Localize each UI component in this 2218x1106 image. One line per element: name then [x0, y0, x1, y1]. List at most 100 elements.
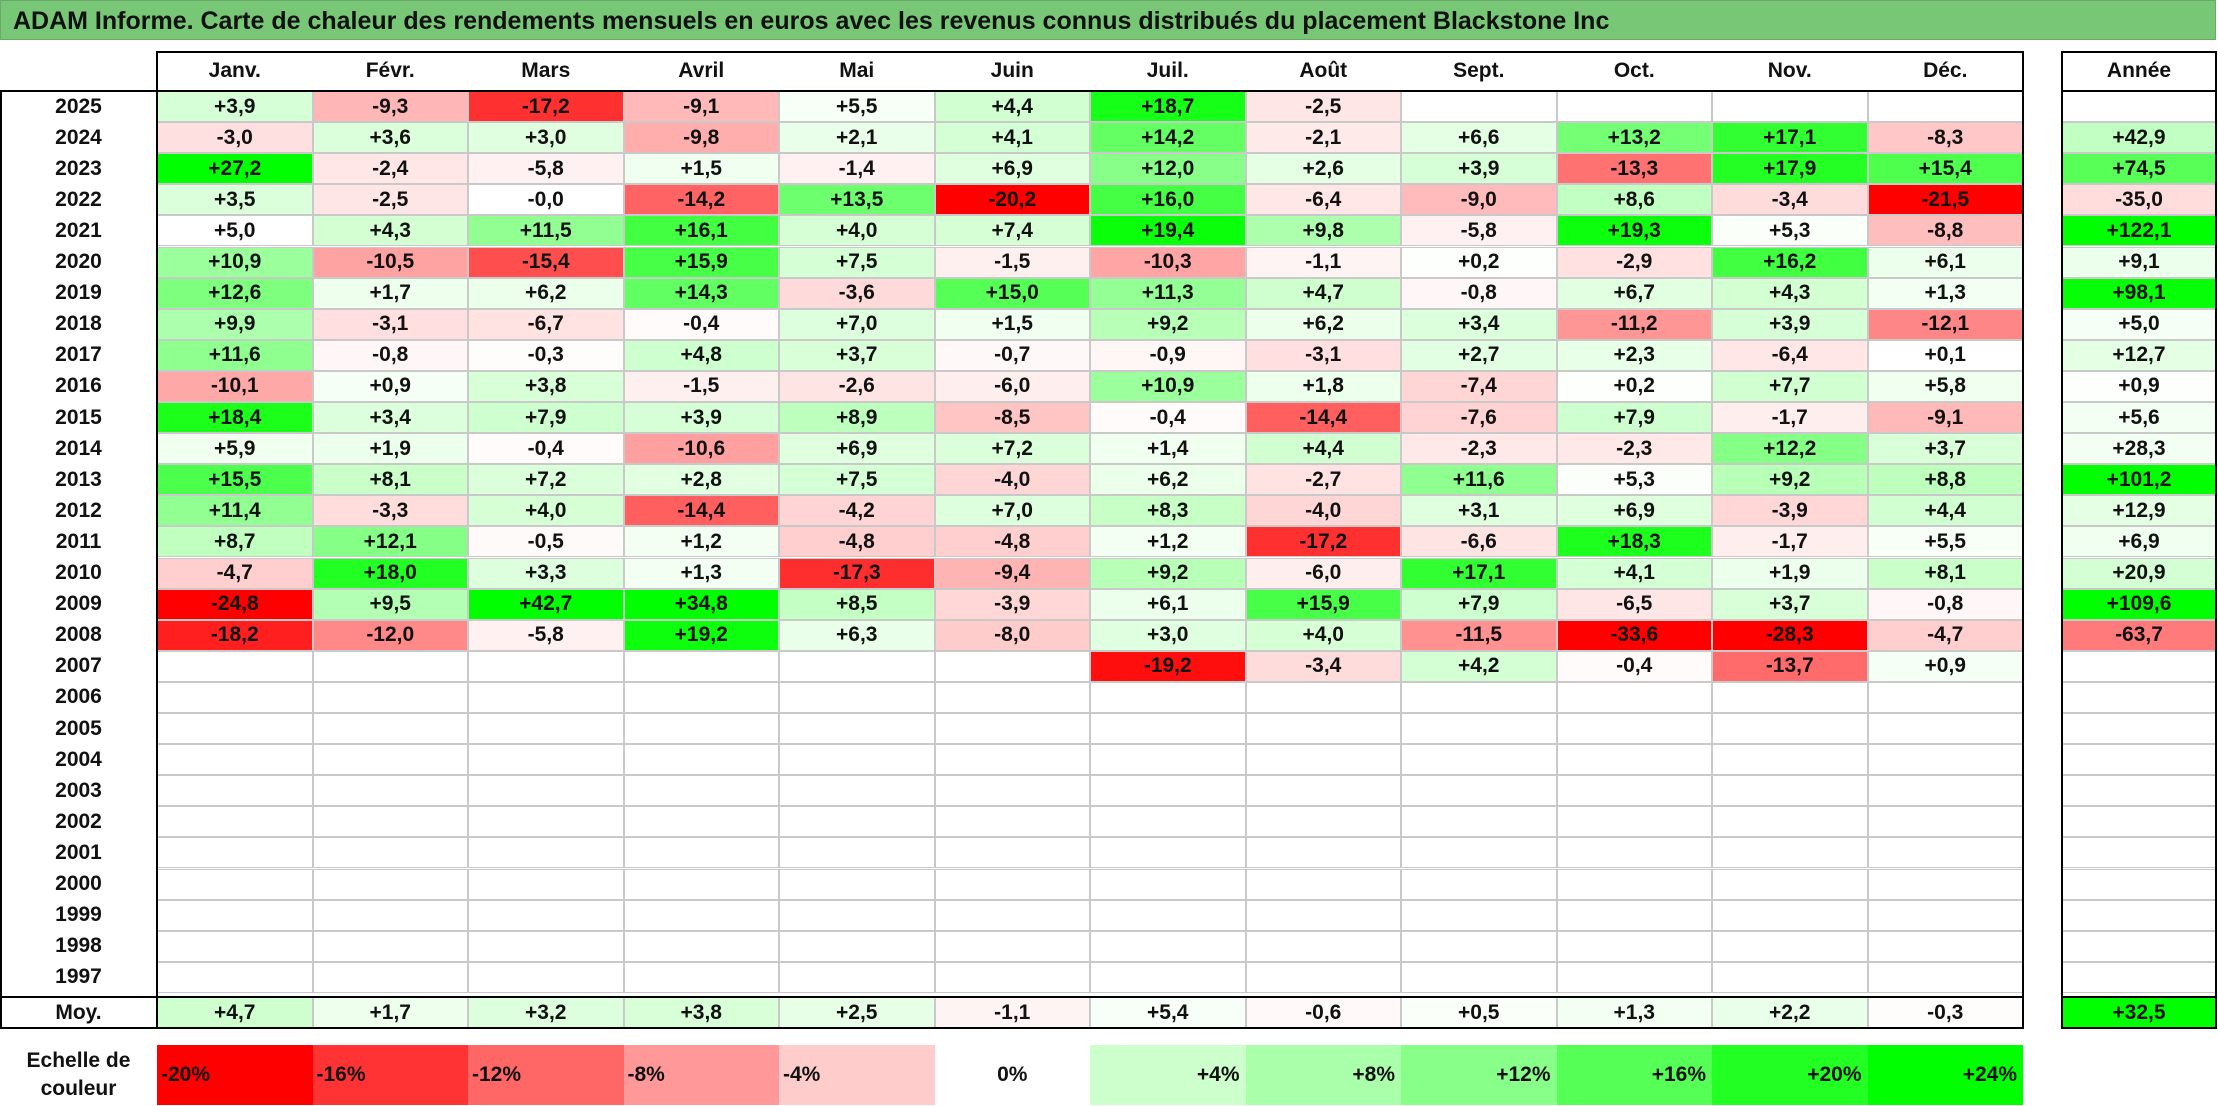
heatmap-cell: +4,4	[1867, 495, 2023, 527]
heatmap-cell	[1245, 775, 1401, 807]
heatmap-cell: -3,9	[934, 588, 1090, 620]
heatmap-cell: -10,1	[157, 370, 313, 402]
heatmap-cell: -4,2	[779, 495, 935, 527]
heatmap-cell: +3,7	[779, 339, 935, 371]
heatmap-cell: -9,3	[312, 91, 468, 123]
year-label: 2004	[55, 747, 102, 771]
heatmap-cell	[623, 899, 779, 931]
heatmap-cell	[1556, 713, 1712, 745]
heatmap-cell: +12,2	[1712, 433, 1868, 465]
heatmap-cell: +9,2	[1712, 464, 1868, 496]
annual-average-divider	[2062, 996, 2216, 998]
heatmap-cell	[1556, 837, 1712, 869]
year-label: 2003	[55, 778, 102, 802]
heatmap-cell: +16,1	[623, 215, 779, 247]
heatmap-cell	[1556, 744, 1712, 776]
heatmap-cell: +6,6	[1401, 122, 1557, 154]
heatmap-cell: +42,7	[468, 588, 624, 620]
average-annual-cell: +32,5	[2062, 997, 2216, 1028]
year-label: 1997	[55, 965, 102, 989]
heatmap-cell	[1867, 91, 2023, 123]
heatmap-cell	[1712, 961, 1868, 993]
heatmap-cell: +6,1	[1090, 588, 1246, 620]
heatmap-cell	[1556, 930, 1712, 962]
heatmap-cell: +13,5	[779, 184, 935, 216]
heatmap-cell	[934, 930, 1090, 962]
annual-cell: +12,9	[2062, 495, 2216, 527]
heatmap-cell	[779, 899, 935, 931]
heatmap-cell	[1245, 713, 1401, 745]
year-label: 2020	[55, 250, 102, 274]
heatmap-cell	[157, 775, 313, 807]
heatmap-cell: -5,8	[468, 153, 624, 185]
heatmap-cell: +1,3	[623, 557, 779, 589]
heatmap-cell: +5,8	[1867, 370, 2023, 402]
year-label: 2013	[55, 467, 102, 491]
heatmap-cell	[779, 744, 935, 776]
heatmap-cell: -0,8	[1867, 588, 2023, 620]
annual-cell: +28,3	[2062, 433, 2216, 465]
heatmap-cell: -1,7	[1712, 526, 1868, 558]
heatmap-cell	[1090, 837, 1246, 869]
average-cell: -0,6	[1245, 997, 1401, 1028]
heatmap-cell: -3,4	[1245, 650, 1401, 682]
heatmap-cell	[623, 681, 779, 713]
heatmap-cell: +15,9	[623, 246, 779, 278]
heatmap-cell: -0,7	[934, 339, 1090, 371]
heatmap-cell	[779, 650, 935, 682]
heatmap-cell: +7,2	[468, 464, 624, 496]
color-scale-step: -16%	[312, 1045, 468, 1105]
average-cell: -1,1	[934, 997, 1090, 1028]
heatmap-cell: -8,0	[934, 619, 1090, 651]
heatmap-cell: -17,2	[468, 91, 624, 123]
heatmap-cell: -6,5	[1556, 588, 1712, 620]
heatmap-cell: +14,2	[1090, 122, 1246, 154]
heatmap-cell: -13,3	[1556, 153, 1712, 185]
heatmap-cell: +15,5	[157, 464, 313, 496]
heatmap-cell	[157, 713, 313, 745]
heatmap-cell: -24,8	[157, 588, 313, 620]
heatmap-cell	[1245, 961, 1401, 993]
color-scale-label-line1: Echelle de	[26, 1049, 131, 1072]
heatmap-cell: +4,7	[1245, 277, 1401, 309]
heatmap-cell	[1712, 681, 1868, 713]
heatmap-cell	[1867, 775, 2023, 807]
heatmap-cell: +3,8	[468, 370, 624, 402]
heatmap-cell: -0,5	[468, 526, 624, 558]
heatmap-cell: -8,8	[1867, 215, 2023, 247]
heatmap-cell: -4,7	[157, 557, 313, 589]
heatmap-cell: -20,2	[934, 184, 1090, 216]
year-label: 2000	[55, 872, 102, 896]
heatmap-cell: +4,1	[934, 122, 1090, 154]
heatmap-cell: -14,4	[623, 495, 779, 527]
heatmap-cell: +6,2	[1090, 464, 1246, 496]
heatmap-cell	[934, 775, 1090, 807]
average-cell: +1,3	[1556, 997, 1712, 1028]
heatmap-cell: -19,2	[1090, 650, 1246, 682]
month-header: Déc.	[1867, 52, 2023, 90]
heatmap-cell: -1,5	[934, 246, 1090, 278]
year-label: 2019	[55, 281, 102, 305]
color-scale-step: +24%	[1867, 1045, 2023, 1105]
heatmap-cell	[1401, 713, 1557, 745]
color-scale-label-line2: couleur	[40, 1077, 117, 1100]
heatmap-cell	[468, 681, 624, 713]
heatmap-cell: -1,7	[1712, 402, 1868, 434]
heatmap-cell: +8,1	[1867, 557, 2023, 589]
heatmap-cell: +0,9	[312, 370, 468, 402]
heatmap-cell: -9,8	[623, 122, 779, 154]
annual-cell: +6,9	[2062, 526, 2216, 558]
heatmap-cell	[157, 806, 313, 838]
month-header: Mars	[468, 52, 624, 90]
heatmap-cell	[1556, 681, 1712, 713]
heatmap-cell	[1556, 899, 1712, 931]
heatmap-cell	[1712, 868, 1868, 900]
heatmap-cell	[312, 806, 468, 838]
heatmap-cell	[1401, 899, 1557, 931]
heatmap-cell	[779, 775, 935, 807]
heatmap-cell	[779, 837, 935, 869]
heatmap-cell	[1401, 91, 1557, 123]
heatmap-cell: +4,3	[1712, 277, 1868, 309]
heatmap-cell: -1,4	[779, 153, 935, 185]
year-label: 2014	[55, 436, 102, 460]
